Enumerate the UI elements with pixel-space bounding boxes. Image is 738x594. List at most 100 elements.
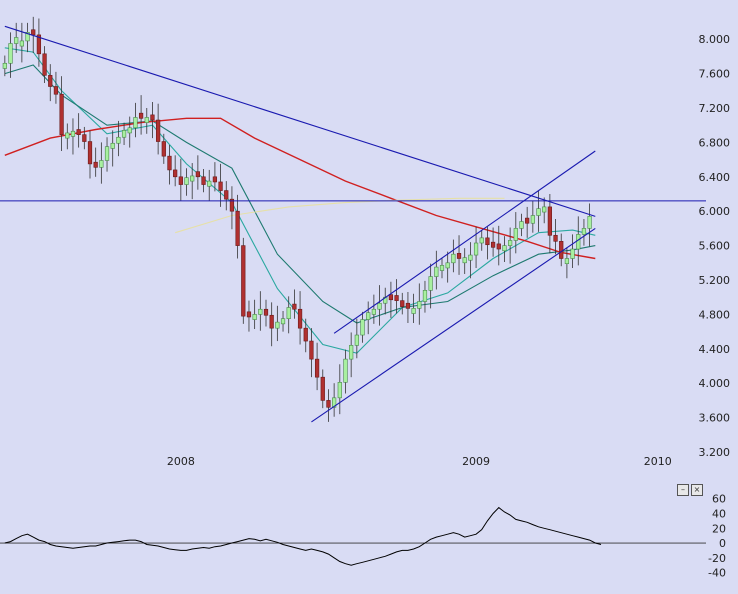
candle: [553, 218, 558, 255]
price-axis-tick: 7.600: [699, 68, 731, 81]
moving-average-line: [175, 197, 505, 234]
candle: [428, 263, 433, 309]
candle: [235, 194, 240, 259]
candle: [252, 299, 257, 330]
candle: [241, 237, 246, 324]
candle: [190, 163, 195, 200]
candle: [388, 281, 394, 318]
candle: [82, 126, 87, 150]
candle: [422, 280, 428, 313]
candle: [326, 389, 331, 422]
candle: [377, 285, 382, 326]
axes: 8.000 7.600 7.200 6.800 6.400 6.000 5.600 5.200…: [167, 33, 730, 579]
candle: [161, 133, 166, 164]
candle: [462, 248, 467, 274]
candle: [570, 234, 575, 268]
oscillator-axis-tick: 0: [719, 537, 726, 550]
candle: [48, 64, 53, 102]
candle: [343, 349, 348, 394]
candle: [173, 155, 178, 187]
trendline[interactable]: [333, 150, 596, 334]
oscillator-axis-tick: -40: [708, 567, 726, 580]
trendline[interactable]: [4, 25, 596, 217]
candle: [371, 294, 376, 324]
minimize-button[interactable]: –: [677, 484, 689, 496]
price-axis-tick: 6.400: [699, 171, 731, 184]
candle: [59, 76, 64, 151]
candle: [133, 102, 138, 138]
candle: [150, 101, 155, 139]
candle: [224, 181, 229, 211]
trendline[interactable]: [311, 227, 596, 423]
candle: [144, 108, 149, 134]
candle: [110, 130, 115, 167]
candle: [559, 233, 564, 267]
candle: [405, 292, 411, 323]
candle: [451, 239, 456, 273]
candle: [76, 113, 81, 148]
candle: [320, 369, 325, 409]
close-button[interactable]: ×: [691, 484, 703, 496]
price-axis-tick: 4.800: [699, 308, 731, 321]
oscillator-axis-tick: 60: [712, 493, 726, 506]
candle: [314, 342, 320, 391]
candle: [36, 18, 42, 67]
candle: [19, 22, 24, 63]
candle: [439, 257, 445, 279]
candle: [525, 206, 530, 238]
price-axis-tick: 6.000: [699, 205, 731, 218]
candle: [269, 302, 274, 347]
candle: [473, 226, 479, 268]
candle: [184, 168, 189, 196]
candle: [53, 71, 59, 104]
time-axis-tick: 2008: [167, 455, 195, 468]
candle: [212, 162, 218, 192]
candle: [87, 130, 93, 179]
candle: [167, 144, 172, 185]
candle: [542, 197, 547, 224]
price-axis-tick: 3.200: [699, 446, 731, 459]
oscillator-axis-tick: -20: [708, 552, 726, 565]
candle: [121, 122, 127, 145]
candle: [536, 190, 541, 232]
oscillator-line: [4, 506, 602, 566]
candle: [360, 311, 365, 343]
candle: [349, 332, 354, 378]
candle: [519, 213, 524, 237]
candle: [207, 169, 212, 201]
oscillator-panel: [0, 506, 706, 566]
price-axis-tick: 5.600: [699, 240, 731, 253]
candle: [138, 95, 144, 135]
candle: [354, 318, 359, 359]
candle: [2, 55, 7, 77]
candle: [332, 383, 337, 417]
candle: [258, 291, 263, 331]
candle: [400, 292, 405, 315]
oscillator-axis-tick: 20: [712, 522, 726, 535]
candle: [303, 318, 308, 353]
candle: [530, 200, 535, 233]
candle: [292, 289, 297, 319]
candle: [42, 46, 47, 84]
candle: [99, 142, 104, 184]
candle: [587, 203, 592, 247]
candle: [564, 247, 570, 279]
price-axis-tick: 3.600: [699, 412, 731, 425]
candle: [383, 287, 388, 315]
candle: [104, 137, 110, 172]
candle: [445, 251, 450, 283]
time-axis-tick: 2009: [462, 455, 490, 468]
candle: [297, 291, 303, 345]
price-axis-tick: 7.200: [699, 102, 731, 115]
candle: [229, 186, 235, 230]
oscillator-axis-tick: 40: [712, 507, 726, 520]
candle: [70, 118, 76, 155]
candle: [394, 279, 399, 314]
candle: [502, 236, 507, 262]
candle: [156, 103, 161, 155]
candle: [490, 227, 496, 257]
candle: [485, 226, 490, 260]
candle: [25, 22, 30, 53]
candle: [468, 242, 473, 279]
